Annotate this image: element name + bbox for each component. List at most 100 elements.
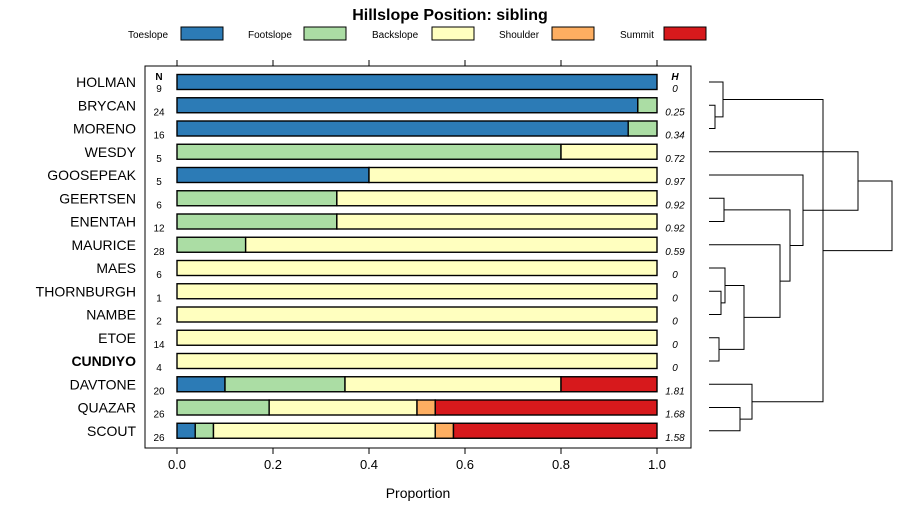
h-value: 0 [672,363,678,374]
n-value: 14 [153,340,165,351]
chart-row: MORENO 16 0.34 [73,120,685,142]
h-value: 0.59 [665,247,685,258]
h-value: 0 [672,317,678,328]
row-label: BRYCAN [78,97,136,113]
chart-row: MAURICE 28 0.59 [71,236,685,258]
bar-segment-backslope [176,352,658,370]
bar-segment-backslope [368,166,658,184]
n-value: 9 [156,84,162,95]
bar-segment-footslope [627,120,658,137]
bar-segment-toeslope [176,376,226,393]
bar-segment-backslope [344,376,562,393]
n-value: 24 [153,107,165,118]
chart-title: Hillslope Position: sibling [352,7,548,24]
chart-row: DAVTONE 20 1.81 [70,376,685,397]
n-value: 26 [153,433,165,444]
bar-segment-backslope [268,399,418,416]
h-value: 0.72 [665,154,685,165]
dendrogram-link [709,407,741,432]
bar-segment-footslope [224,376,346,393]
dendrogram-link [709,290,722,315]
chart-row: HOLMAN 9 0 [76,73,678,95]
bar-segment-footslope [176,236,247,253]
n-value: 16 [153,131,165,142]
dendrogram-link [709,197,725,222]
bar-segment-footslope [176,190,338,207]
bar-segment-toeslope [176,97,639,114]
chart-row: MAES 6 0 [96,259,678,281]
chart-row: ETOE 14 0 [98,329,678,351]
h-value: 0 [672,84,678,95]
bar-segment-footslope [176,143,562,160]
legend: Toeslope Footslope Backslope Shoulder Summit [128,26,707,41]
bar-segment-backslope [176,329,658,346]
legend-swatch [551,26,595,41]
row-label: CUNDIYO [71,353,136,369]
h-value: 0.92 [665,200,685,211]
chart-row: THORNBURGH 1 0 [36,283,678,304]
legend-label: Summit [620,30,654,41]
n-value: 5 [156,177,162,188]
plot-frame [144,65,692,449]
h-value: 0.34 [665,131,685,142]
x-tick-label: 0.4 [360,457,378,472]
dendrogram-link [709,267,726,304]
bar-segment-footslope [176,399,270,416]
h-value: 0 [672,340,678,351]
row-label: NAMBE [86,307,136,323]
bar-segment-footslope [194,422,215,439]
row-label: WESDY [85,144,137,160]
chart-row: ENENTAH 12 0.92 [70,213,685,235]
dendrogram-link [709,151,859,211]
bar-segment-footslope [637,97,658,114]
dendrogram [709,81,893,432]
chart-row: GEERTSEN 6 0.92 [59,190,685,211]
bar-segment-backslope [336,213,658,230]
legend-swatch [431,26,475,41]
bar-segment-shoulder [434,422,455,439]
bar-segment-shoulder [416,399,436,416]
legend-label: Backslope [372,30,419,41]
row-label: MORENO [73,121,136,137]
x-tick-label: 0.0 [168,457,186,472]
row-label: MAES [96,260,136,276]
x-axis-title: Proportion [386,485,451,501]
chart-row: CUNDIYO 4 0 [71,352,678,374]
bar-segment-backslope [244,236,658,253]
bar-segment-toeslope [176,422,196,439]
row-label: SCOUT [87,423,136,439]
row-label: ENENTAH [70,214,136,230]
legend-swatch [180,26,224,41]
row-label: GEERTSEN [59,190,136,206]
h-value: 0 [672,270,678,281]
dendrogram-link [709,337,720,362]
dendrogram-link [709,383,753,420]
row-label: THORNBURGH [36,283,136,299]
dendrogram-link [709,81,724,118]
n-value: 5 [156,154,162,165]
dendrogram-link [719,284,745,350]
h-value: 1.68 [665,410,685,421]
bar-segment-toeslope [176,73,658,91]
legend-swatch [303,26,347,41]
chart-row: GOOSEPEAK 5 0.97 [47,166,685,188]
bar-segment-backslope [212,422,436,439]
row-label: DAVTONE [70,376,136,392]
n-value: 6 [156,200,162,211]
bar-segment-backslope [336,190,658,207]
chart-row: BRYCAN 24 0.25 [78,97,685,118]
row-label: QUAZAR [78,400,136,416]
h-value: 0 [672,293,678,304]
bar-segment-backslope [176,283,658,300]
n-column-header: N [155,72,162,83]
bar-segment-summit [434,399,658,416]
row-label: GOOSEPEAK [47,167,136,183]
bar-segment-backslope [560,143,658,160]
x-tick-label: 0.8 [552,457,570,472]
h-value: 0.97 [665,177,685,188]
n-value: 20 [153,386,165,397]
chart-row: SCOUT 26 1.58 [87,422,685,444]
bar-segment-toeslope [176,120,629,137]
h-column-header: H [671,72,679,83]
